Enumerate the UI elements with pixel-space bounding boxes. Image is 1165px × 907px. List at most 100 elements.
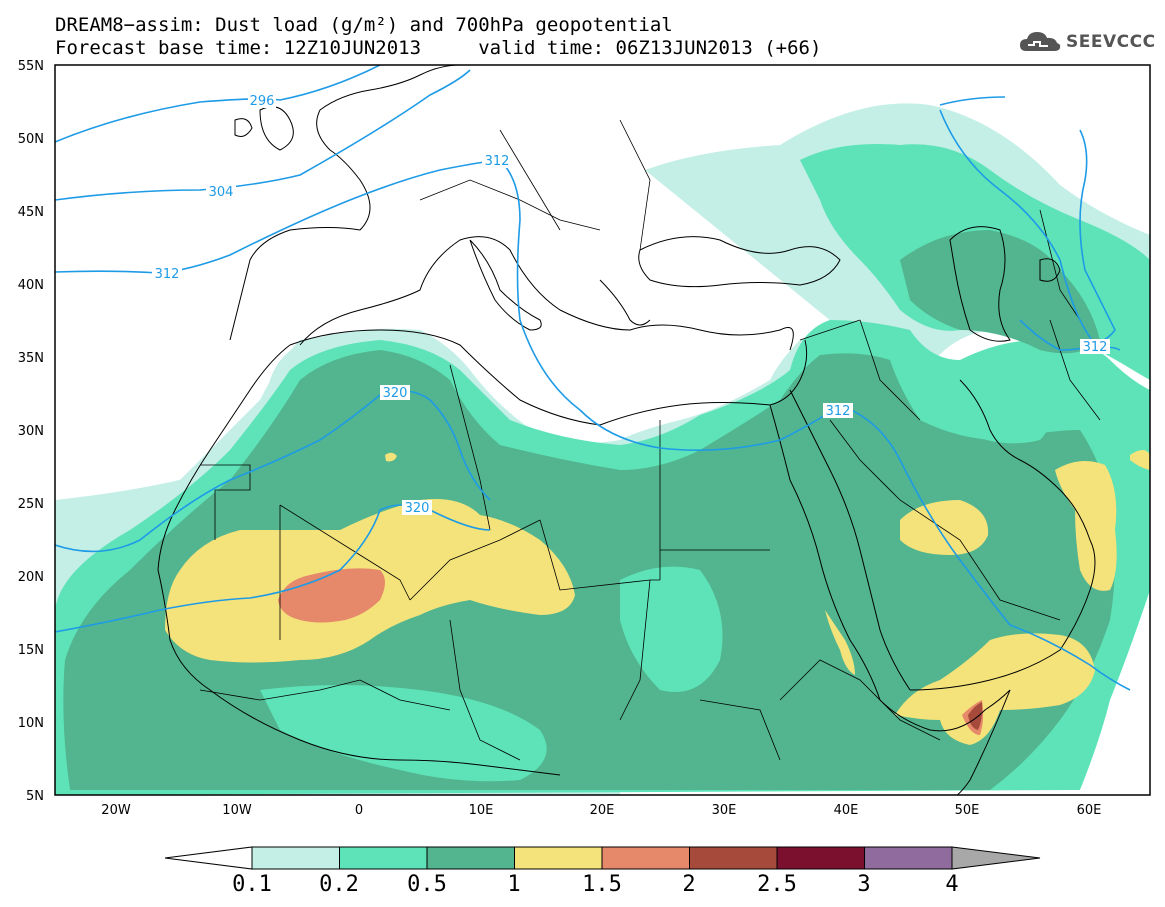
- contour-label: 320: [402, 500, 432, 516]
- dust-gap-west-africa: [260, 685, 547, 782]
- contour-304: [55, 69, 471, 201]
- colorbar-swatch: [864, 846, 953, 870]
- border-algeria-libya: [449, 364, 491, 531]
- colorbar-swatch: [514, 846, 603, 870]
- dust-band-1.0-dot: [385, 452, 397, 462]
- svg-text:312: 312: [155, 267, 180, 282]
- contour-320-north: [55, 390, 491, 553]
- lon-label: 30E: [712, 803, 737, 818]
- colorbar-swatch: [601, 846, 690, 870]
- border-mauritania-north: [200, 464, 251, 540]
- longitude-axis: 20W 10W 0 10E 20E 30E 40E 50E 60E: [101, 803, 1101, 818]
- colorbar-swatch: [776, 846, 865, 870]
- coast-ireland: [234, 118, 253, 137]
- border-iran-afghan: [1049, 319, 1101, 421]
- map-frame: [54, 64, 1151, 796]
- latitude-axis: 55N 50N 45N 40N 35N 30N 25N 20N 15N 10N …: [18, 59, 44, 804]
- lat-label: 35N: [18, 351, 44, 366]
- colorbar-right-arrow: [951, 846, 1041, 870]
- lat-label: 50N: [18, 132, 44, 147]
- border-mali-algeria: [279, 504, 411, 601]
- colorbar-swatch: [426, 846, 515, 870]
- seevccc-logo: SEEVCCC: [1018, 28, 1156, 56]
- coastlines: [157, 65, 1096, 795]
- lat-label: 45N: [18, 205, 44, 220]
- lon-label: 10E: [469, 803, 494, 818]
- lat-label: 55N: [18, 59, 44, 74]
- border-niger-chad: [409, 519, 541, 601]
- colorbar-label: 0.2: [319, 872, 359, 897]
- lat-label: 15N: [18, 643, 44, 658]
- coast-black-sea: [638, 236, 841, 288]
- coast-greece: [599, 279, 651, 326]
- coast-red-sea-west: [769, 404, 881, 701]
- border-saudi: [829, 419, 1061, 621]
- svg-text:312: 312: [1083, 340, 1108, 355]
- coast-arabia-south: [909, 539, 1096, 691]
- coast-britain: [259, 106, 294, 151]
- contour-label: 304: [206, 184, 236, 200]
- dust-band-1.0-arabia: [900, 500, 989, 555]
- border-europe-2: [499, 129, 561, 231]
- contour-label: 312: [823, 403, 853, 419]
- lat-label: 5N: [26, 789, 44, 804]
- colorbar: 0.1 0.2 0.5 1 1.5 2 2.5 3 4: [164, 846, 1041, 897]
- dust-gap-east-africa: [620, 566, 723, 692]
- border-west-africa-south: [199, 679, 451, 711]
- lat-label: 25N: [18, 497, 44, 512]
- lon-label: 60E: [1077, 803, 1102, 818]
- border-south-sudan: [699, 699, 781, 761]
- cloud-icon: [1020, 32, 1061, 51]
- colorbar-swatch: [689, 846, 778, 870]
- dust-band-1.0-redsea: [825, 610, 855, 675]
- contour-296: [55, 65, 381, 143]
- colorbar-label: 4: [945, 872, 958, 897]
- lat-label: 40N: [18, 278, 44, 293]
- lon-label: 10W: [222, 803, 252, 818]
- colorbar-label: 2.5: [757, 872, 797, 897]
- svg-text:312: 312: [485, 154, 510, 169]
- colorbar-label: 1.5: [582, 872, 622, 897]
- border-europe-1: [419, 179, 601, 231]
- lat-label: 10N: [18, 716, 44, 731]
- coast-red-sea-east: [789, 389, 911, 691]
- coast-north-africa: [289, 329, 808, 426]
- map-title: DREAM8−assim: Dust load (g/m²) and 700hP…: [55, 14, 673, 36]
- dust-band-1.5: [278, 568, 385, 623]
- contour-label-group: 296 304 312 312 312 312: [152, 93, 1110, 516]
- coast-east-africa: [956, 689, 1011, 795]
- logo-text: SEEVCCC: [1066, 32, 1156, 52]
- border-libya-chad: [539, 519, 660, 591]
- border-iraq-iran: [859, 319, 921, 421]
- colorbar-label: 2: [682, 872, 695, 897]
- colorbar-swatch: [251, 846, 340, 870]
- coast-aral: [1039, 258, 1061, 282]
- contour-label: 312: [1080, 339, 1110, 355]
- coast-italy: [469, 239, 542, 331]
- contour-label: 320: [380, 385, 410, 401]
- dust-band-1.0-oman: [1055, 461, 1117, 591]
- colorbar-label: 3: [857, 872, 870, 897]
- dust-gap-arabia: [937, 376, 1050, 444]
- colorbar-label: 0.1: [232, 872, 272, 897]
- coast-gulf: [959, 379, 1091, 541]
- dust-band-0.5: [63, 350, 1115, 790]
- map-subtitle: Forecast base time: 12Z10JUN2013 valid t…: [55, 37, 822, 59]
- dust-band-2.0: [968, 702, 983, 730]
- svg-text:320: 320: [405, 501, 430, 516]
- geopotential-contours: [55, 65, 1131, 691]
- border-turkey-syria: [799, 319, 861, 341]
- svg-text:320: 320: [383, 386, 408, 401]
- svg-text:304: 304: [209, 185, 234, 200]
- contour-312-south: [839, 404, 1131, 691]
- lon-label: 50E: [955, 803, 980, 818]
- border-nigeria: [449, 619, 521, 761]
- borders: [199, 119, 1101, 761]
- contour-label: 312: [152, 266, 182, 282]
- dust-band-1.0-gulf: [1130, 450, 1150, 470]
- lon-label: 0: [355, 803, 363, 818]
- lat-label: 30N: [18, 424, 44, 439]
- coast-horn: [879, 689, 1011, 732]
- map-area: 296 304 312 312 312 312: [55, 65, 1150, 795]
